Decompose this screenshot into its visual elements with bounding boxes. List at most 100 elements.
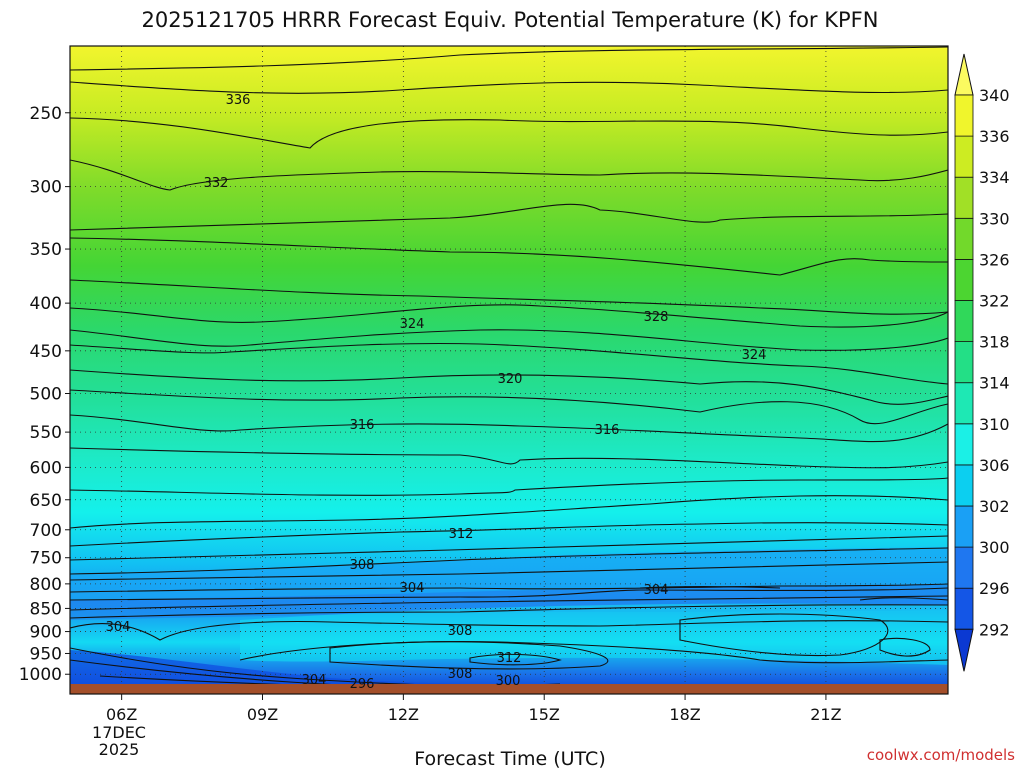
credit-text: coolwx.com/models: [867, 746, 1015, 764]
contour-line: [70, 46, 948, 71]
colorbar-arrow-bottom: [954, 628, 974, 672]
contour-line: [70, 522, 948, 547]
colorbar-label: 336: [979, 127, 1010, 146]
colorbar-label: 322: [979, 292, 1010, 311]
contour-line: [70, 583, 948, 593]
colorbar-swatch: [954, 94, 974, 137]
colorbar-label: 302: [979, 497, 1010, 516]
colorbar-swatch: [954, 217, 974, 260]
x-tick-label: 09Z: [247, 705, 278, 724]
contour-line: [70, 620, 948, 641]
contour-loop: [879, 637, 931, 657]
y-tick-label: 550: [30, 423, 62, 443]
contours: [70, 46, 948, 691]
colorbar-label: 334: [979, 168, 1010, 187]
colorbar-swatch: [954, 546, 974, 589]
y-axis: 250 300 350 400 450 500 550 600 650 700 750 800 850 9…: [19, 104, 70, 685]
contour-label: 324: [400, 317, 425, 332]
y-tick-label: 950: [30, 644, 62, 664]
contour-label: 312: [449, 527, 474, 542]
colorbar-label: 340: [979, 86, 1010, 105]
contour-label: 304: [400, 581, 425, 596]
contour-label: 324: [742, 348, 767, 363]
contour-line: [70, 369, 948, 405]
contour-line: [859, 597, 948, 601]
colorbar-label: 314: [979, 374, 1010, 393]
contour-line: [70, 203, 948, 231]
lower-bands: [70, 547, 948, 694]
contour-line: [70, 237, 948, 276]
contour-label: 312: [497, 651, 522, 666]
chart-title: 2025121705 HRRR Forecast Equiv. Potentia…: [142, 8, 879, 32]
contour-line: [70, 414, 948, 443]
contour-label: 316: [350, 418, 375, 433]
colorbar-swatch: [954, 300, 974, 342]
contour-loop: [679, 613, 889, 657]
contour-line: [70, 279, 948, 315]
contour-label: 304: [302, 673, 327, 688]
contour-label: 304: [106, 620, 131, 635]
y-tick-label: 450: [30, 342, 62, 362]
y-tick-label: 1000: [19, 665, 62, 685]
contour-label: 336: [226, 93, 251, 108]
contour-labels: 336 332 328 324 324 320 316 316 312 312 …: [106, 93, 767, 692]
x-tick-label: 15Z: [529, 705, 560, 724]
y-tick-label: 650: [30, 491, 62, 511]
contour-line: [70, 81, 948, 94]
colorbar-label: 292: [979, 620, 1010, 639]
y-tick-label: 250: [30, 104, 62, 124]
colorbar-label: 306: [979, 456, 1010, 475]
colorbar-label: 326: [979, 250, 1010, 269]
band-308: [240, 603, 948, 665]
date-label-day: 17DEC: [92, 723, 146, 742]
contour-line: [70, 604, 948, 619]
y-tick-label: 800: [30, 575, 62, 595]
contour-label: 332: [204, 176, 229, 191]
x-axis: 06Z 09Z 12Z 15Z 18Z 21Z: [106, 694, 842, 724]
colorbar-swatch: [954, 341, 974, 384]
contour-loop: [469, 653, 562, 666]
contour-line: [70, 389, 948, 425]
colorbar-label: 330: [979, 209, 1010, 228]
contour-label: 308: [350, 558, 375, 573]
contour-label: 296: [350, 677, 375, 692]
x-axis-title: Forecast Time (UTC): [414, 748, 605, 768]
y-tick-label: 600: [30, 458, 62, 478]
colorbar-swatch: [954, 587, 974, 630]
contour-label: 308: [448, 624, 473, 639]
y-tick-label: 850: [30, 599, 62, 619]
colorbar-label: 300: [979, 538, 1010, 557]
y-tick-label: 700: [30, 521, 62, 541]
colorbar-label: 318: [979, 333, 1010, 352]
contour-line: [70, 547, 948, 575]
y-tick-label: 300: [30, 178, 62, 198]
contour-line: [70, 304, 948, 328]
x-tick-label: 12Z: [388, 705, 419, 724]
contour-line: [70, 495, 948, 529]
plot-frame: [69, 45, 949, 695]
contour-label: 300: [496, 674, 521, 689]
contour-line: [70, 595, 948, 611]
contour-label: 304: [644, 583, 669, 598]
y-tick-label: 500: [30, 385, 62, 405]
y-tick-label: 400: [30, 294, 62, 314]
contour-line: [70, 587, 948, 601]
colorbar-swatch: [954, 176, 974, 219]
x-tick-label: 06Z: [106, 705, 137, 724]
contour-line: [70, 447, 948, 469]
y-tick-label: 900: [30, 623, 62, 643]
contour-line: [70, 159, 948, 191]
y-tick-label: 750: [30, 549, 62, 569]
colorbar-swatch: [954, 135, 974, 178]
contour-label: 328: [644, 310, 669, 325]
colorbar-swatch: [954, 464, 974, 507]
colorbar-label: 310: [979, 415, 1010, 434]
contour-label: 308: [448, 667, 473, 682]
band-304: [70, 547, 948, 600]
contour-line: [639, 585, 781, 589]
x-tick-label: 18Z: [669, 705, 700, 724]
colorbar: 292 296 300 302 306 310 314 318 322 326 330 334 336 3…: [954, 53, 1010, 672]
contour-line: [70, 329, 948, 351]
contour-line: [70, 342, 948, 385]
